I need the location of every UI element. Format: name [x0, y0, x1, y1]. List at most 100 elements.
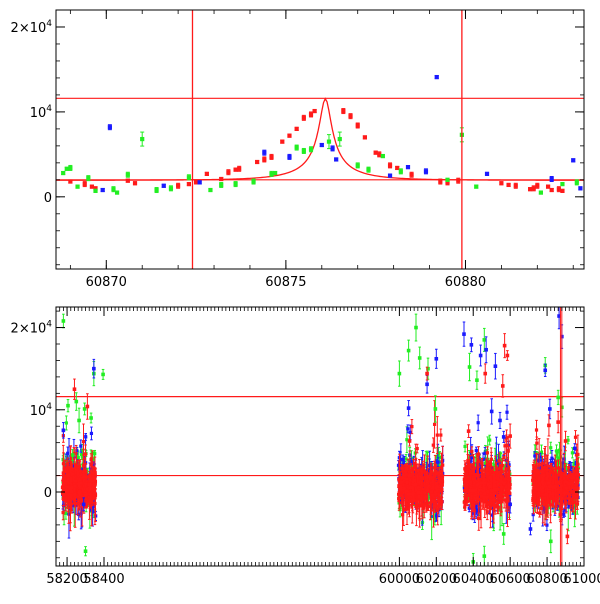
data-point-blue	[320, 143, 324, 147]
data-point-red	[560, 189, 564, 193]
data-point-red	[557, 187, 561, 191]
data-point-red	[438, 179, 442, 183]
data-point-green	[381, 154, 385, 158]
data-point-red	[126, 179, 130, 183]
data-point-red	[287, 134, 291, 138]
data-point-red	[237, 167, 241, 171]
data-point-green	[463, 445, 466, 448]
x-tick-label: 60880	[445, 275, 486, 290]
data-point-red	[226, 170, 230, 174]
data-point-red	[269, 155, 273, 159]
y-tick-label: 104	[30, 104, 53, 121]
data-point-blue	[477, 421, 480, 424]
data-point-green	[474, 185, 478, 189]
data-point-red	[255, 160, 259, 164]
data-point-red	[302, 116, 306, 120]
data-point-red	[176, 184, 180, 188]
data-point-blue	[475, 449, 478, 452]
data-point-green	[560, 182, 564, 186]
data-point-green	[187, 175, 191, 179]
y-tick-label: 0	[44, 191, 52, 206]
data-point-green	[126, 173, 130, 177]
data-point-green	[93, 452, 96, 455]
data-point-green	[269, 172, 273, 176]
data-point-red	[356, 123, 360, 127]
data-point-blue	[108, 125, 112, 129]
data-point-green	[309, 147, 313, 151]
data-point-green	[115, 190, 119, 194]
data-point-green	[366, 168, 370, 172]
data-point-blue	[505, 411, 508, 414]
data-point-red	[309, 112, 313, 116]
data-point-red	[83, 182, 87, 186]
plot-area	[56, 10, 584, 269]
data-point-red	[409, 173, 413, 177]
data-point-green	[356, 163, 360, 167]
data-point-red	[395, 166, 399, 170]
data-point-red	[313, 109, 317, 113]
data-point-green	[154, 188, 158, 192]
data-point-red	[374, 151, 378, 155]
data-point-red	[532, 186, 536, 190]
data-point-blue	[578, 186, 582, 190]
data-point-red	[187, 182, 191, 186]
data-point-red	[535, 184, 539, 188]
data-point-red	[514, 184, 518, 188]
data-point-red	[341, 109, 345, 113]
data-point-red	[456, 179, 460, 183]
data-point-red	[77, 502, 80, 505]
data-point-green	[140, 137, 144, 141]
data-point-red	[499, 181, 503, 185]
data-point-green	[445, 178, 449, 182]
data-point-blue	[79, 445, 82, 448]
data-point-green	[251, 179, 255, 183]
data-point-blue	[162, 184, 166, 188]
data-point-red	[280, 140, 284, 144]
data-point-green	[169, 186, 173, 190]
data-point-blue	[435, 75, 439, 79]
data-point-red	[546, 185, 550, 189]
data-point-green	[327, 140, 331, 144]
data-point-red	[90, 185, 94, 189]
data-point-green	[399, 169, 403, 173]
x-tick-label: 60870	[86, 275, 127, 290]
data-point-green	[208, 188, 212, 192]
data-point-red	[388, 163, 392, 167]
data-point-red	[295, 127, 299, 131]
data-point-blue	[101, 188, 105, 192]
data-point-red	[133, 181, 137, 185]
data-point-red	[348, 114, 352, 118]
data-point-red	[62, 511, 65, 514]
data-point-blue	[406, 427, 409, 430]
data-point-red	[219, 177, 223, 181]
data-point-blue	[90, 432, 93, 435]
data-point-blue	[436, 461, 439, 464]
data-point-green	[575, 180, 579, 184]
data-point-green	[302, 149, 306, 153]
data-point-red	[528, 187, 532, 191]
x-tick-label: 60875	[265, 275, 306, 290]
data-point-blue	[406, 165, 410, 169]
data-point-red	[363, 135, 367, 139]
data-point-green	[219, 183, 223, 187]
data-point-green	[68, 166, 72, 170]
data-point-blue	[571, 158, 575, 162]
data-point-red	[68, 179, 72, 183]
data-point-red	[506, 183, 510, 187]
model-curve	[56, 99, 584, 180]
data-point-green	[65, 167, 69, 171]
data-point-red	[194, 180, 198, 184]
data-point-green	[86, 176, 90, 180]
data-point-green	[75, 185, 79, 189]
data-point-green	[295, 145, 299, 149]
data-point-blue	[334, 157, 338, 161]
data-point-red	[233, 168, 237, 172]
zoom-panel: 60870 60875 60880 0 104 2×104	[11, 10, 584, 290]
y-tick-label: 2×104	[11, 19, 53, 36]
plot-area	[56, 303, 584, 570]
data-point-green	[488, 439, 491, 442]
plot-frame	[56, 10, 584, 269]
